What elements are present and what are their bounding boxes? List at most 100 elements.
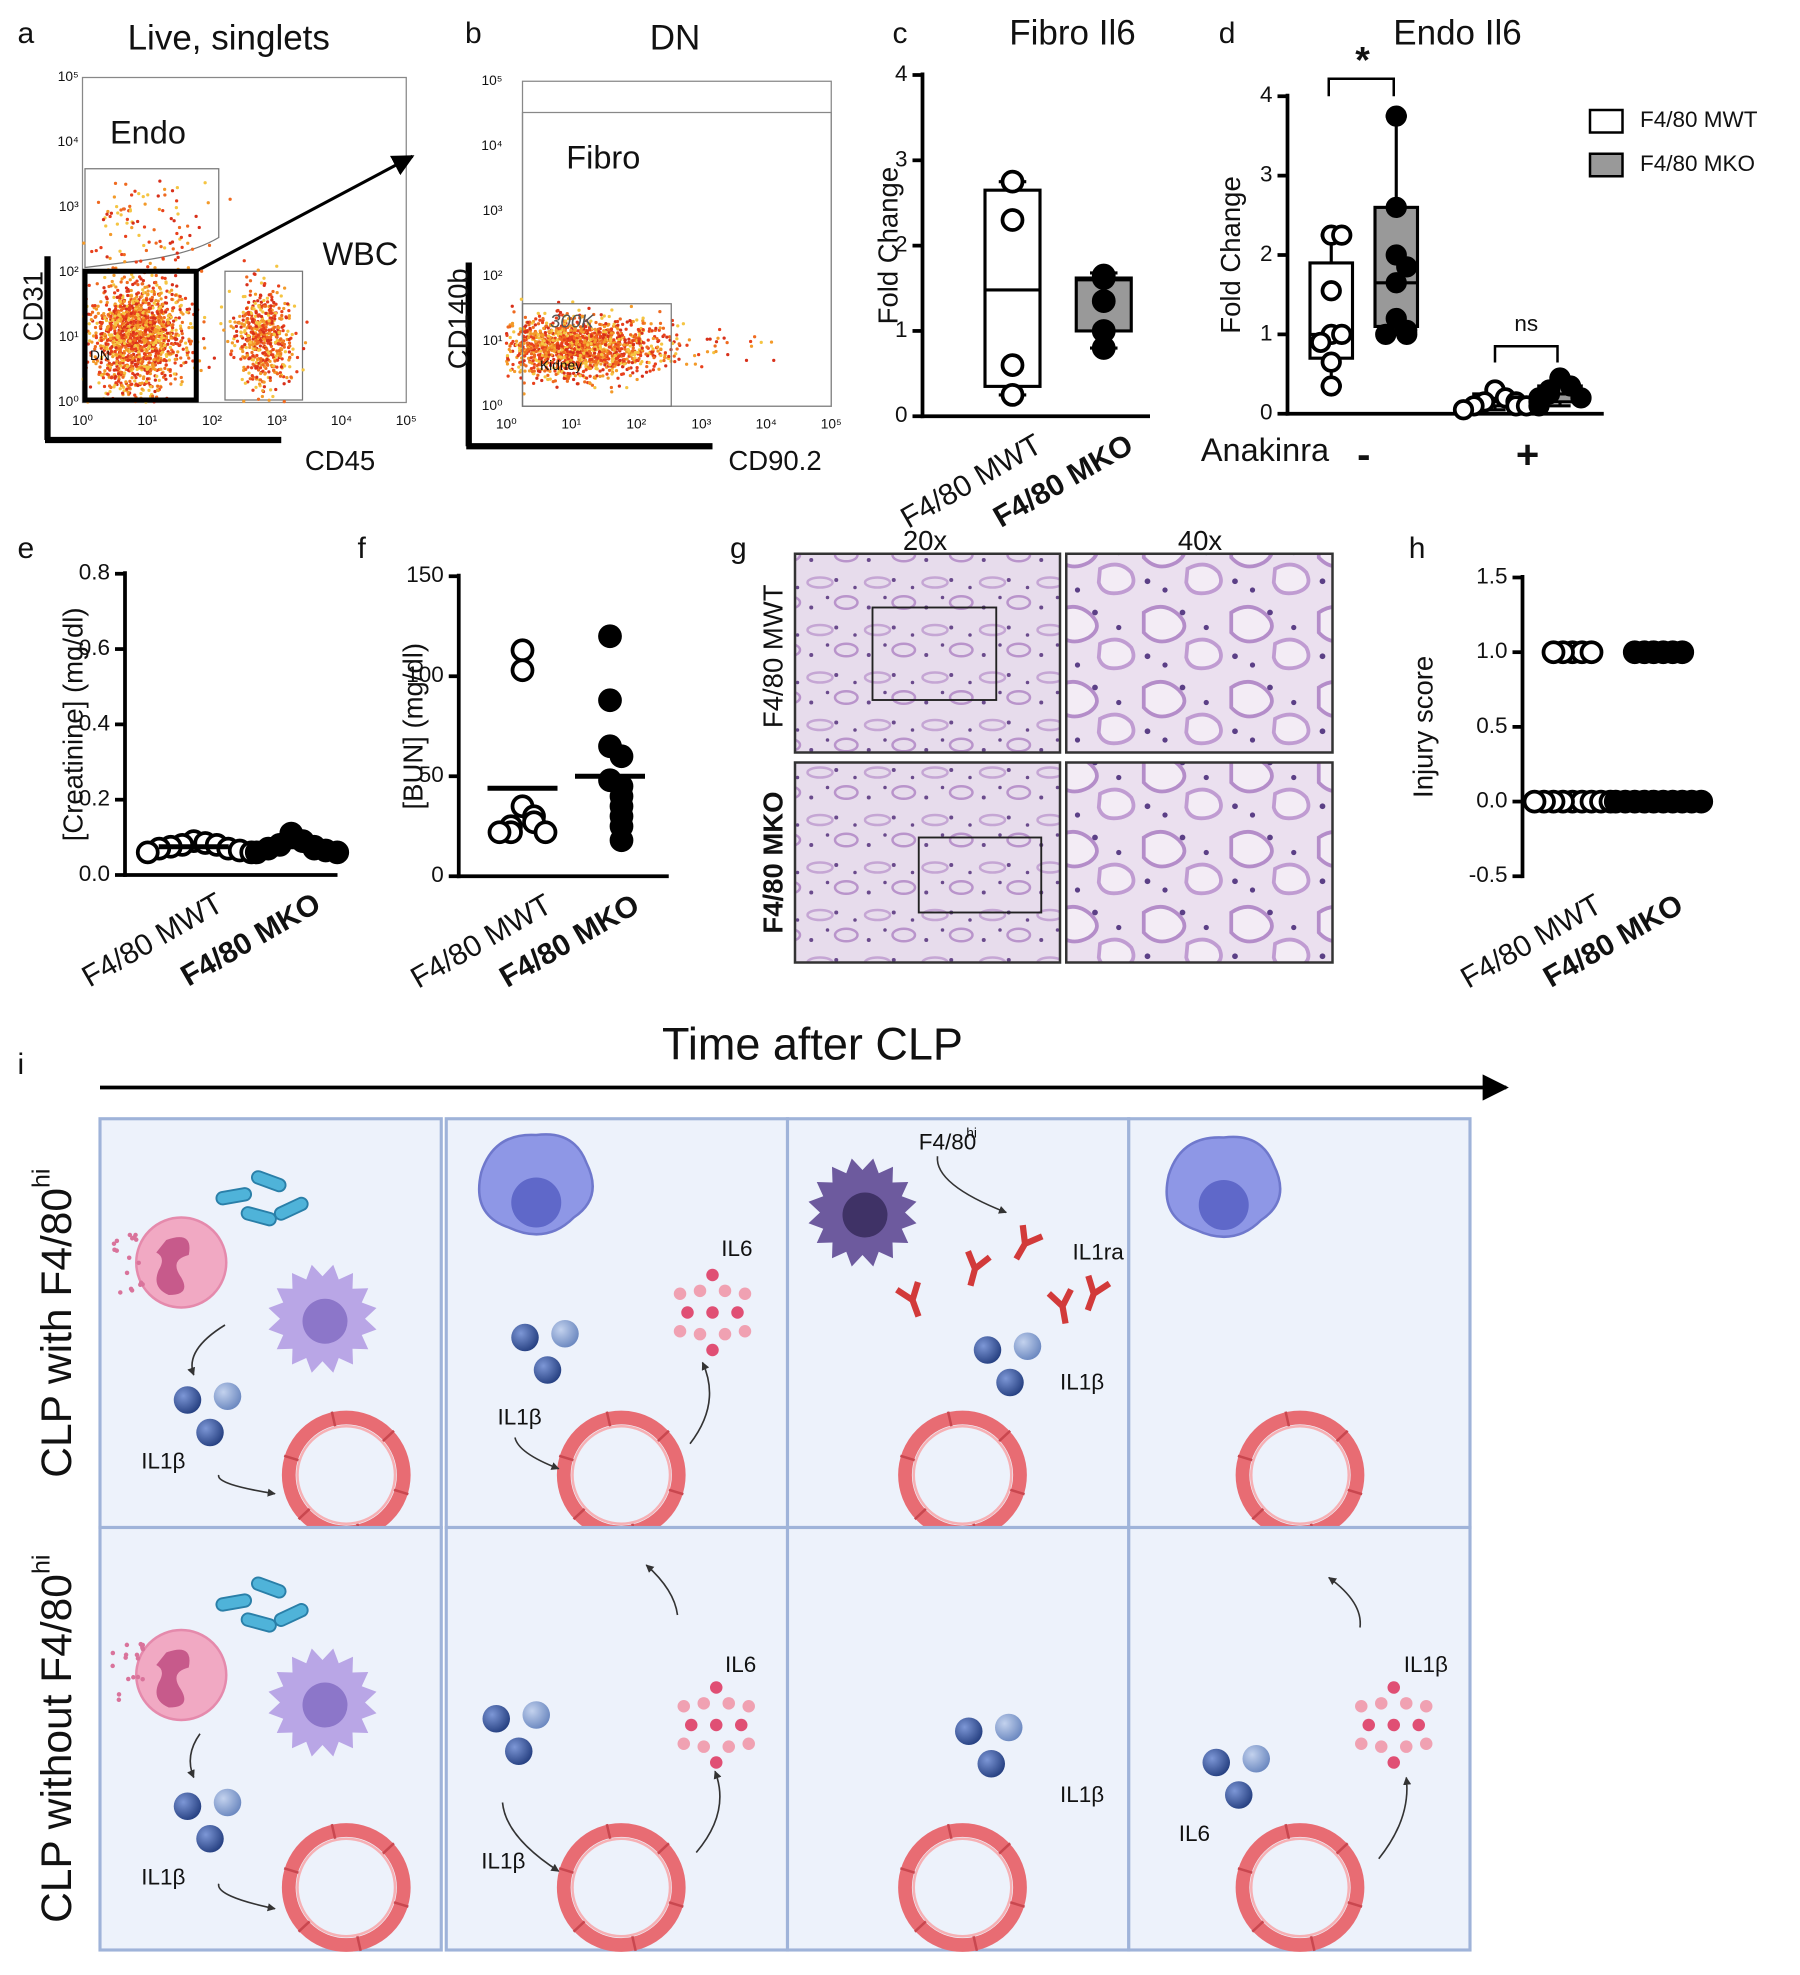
event-dot <box>119 317 123 321</box>
event-dot <box>156 384 160 388</box>
event-dot <box>662 333 666 337</box>
event-dot <box>113 181 118 185</box>
event-dot <box>180 332 184 336</box>
event-dot <box>173 357 177 362</box>
event-dot <box>543 311 547 315</box>
event-dot <box>512 330 516 334</box>
event-dot <box>246 317 250 321</box>
event-dot <box>561 319 565 323</box>
event-dot <box>243 294 247 299</box>
data-point <box>1310 331 1332 353</box>
il1b <box>505 1737 533 1765</box>
event-dot <box>263 372 267 376</box>
cell-label: IL1β <box>498 1405 542 1430</box>
event-dot <box>97 381 101 385</box>
event-dot <box>126 390 130 394</box>
event-dot <box>174 328 178 332</box>
panel-cell <box>1127 1525 1472 1952</box>
event-dot <box>253 292 258 296</box>
event-dot <box>130 226 134 230</box>
event-dot <box>161 209 165 213</box>
event-dot <box>170 283 174 287</box>
event-dot <box>563 331 567 335</box>
event-dot <box>163 193 167 197</box>
event-dot <box>219 305 224 309</box>
event-dot <box>276 342 280 346</box>
event-dot <box>526 336 531 340</box>
event-dot <box>151 367 155 371</box>
event-dot <box>635 377 639 382</box>
event-dot <box>613 345 617 349</box>
event-dot <box>508 325 512 329</box>
event-dot <box>241 310 245 314</box>
event-dot <box>163 187 167 191</box>
il1b <box>551 1320 579 1348</box>
granule <box>135 1674 141 1680</box>
panel-letter: i <box>18 1048 25 1081</box>
gate-label: WBC <box>323 236 399 272</box>
event-dot <box>139 303 143 307</box>
panel-letter: g <box>730 532 747 565</box>
y-tick-label: 0 <box>1260 400 1273 425</box>
granule <box>140 1676 145 1682</box>
y-axis-label: Fold Change <box>872 167 903 324</box>
event-dot <box>533 339 538 344</box>
event-dot <box>227 289 231 293</box>
y-tick-label: 10⁵ <box>58 69 79 84</box>
event-dot <box>158 239 162 244</box>
event-dot <box>562 338 566 342</box>
event-dot <box>257 305 261 309</box>
event-dot <box>676 324 680 328</box>
event-dot <box>532 381 536 386</box>
event-dot <box>147 388 151 392</box>
event-dot <box>598 344 602 348</box>
il6 <box>1387 1681 1400 1694</box>
event-dot <box>111 266 115 270</box>
il6 <box>693 1327 707 1341</box>
event-dot <box>121 333 125 337</box>
micrograph <box>1065 552 1334 754</box>
y-axis-label: Injury score <box>1407 656 1438 798</box>
event-dot <box>148 356 152 360</box>
event-dot <box>529 367 533 371</box>
event-dot <box>281 363 286 367</box>
event-dot <box>591 337 595 341</box>
data-point <box>598 688 622 713</box>
event-dot <box>151 394 155 399</box>
data-point <box>510 638 535 663</box>
il6 <box>710 1718 723 1732</box>
event-dot <box>510 304 514 308</box>
event-dot <box>610 359 614 364</box>
event-dot <box>646 338 650 342</box>
event-dot <box>572 377 576 382</box>
event-dot <box>159 297 163 301</box>
event-dot <box>255 327 259 332</box>
data-point <box>609 828 634 853</box>
event-dot <box>246 365 250 369</box>
event-dot <box>536 333 540 337</box>
event-dot <box>705 350 710 354</box>
event-dot <box>631 349 635 353</box>
event-dot <box>573 374 577 378</box>
event-dot <box>525 330 529 334</box>
il6 <box>710 1681 723 1694</box>
event-dot <box>187 356 191 360</box>
event-dot <box>144 339 148 343</box>
event-dot <box>257 340 261 344</box>
event-dot <box>522 381 526 385</box>
event-dot <box>164 310 168 314</box>
event-dot <box>233 344 237 348</box>
event-dot <box>249 311 254 315</box>
panel-letter: f <box>358 532 367 565</box>
event-dot <box>551 321 555 325</box>
event-dot <box>672 354 676 358</box>
event-dot <box>106 358 110 362</box>
event-dot <box>602 314 606 318</box>
event-dot <box>543 375 547 379</box>
event-dot <box>283 350 287 354</box>
event-dot <box>113 314 117 318</box>
event-dot <box>662 358 666 363</box>
event-dot <box>523 350 528 354</box>
il6 <box>742 1737 755 1750</box>
event-dot <box>162 343 167 348</box>
